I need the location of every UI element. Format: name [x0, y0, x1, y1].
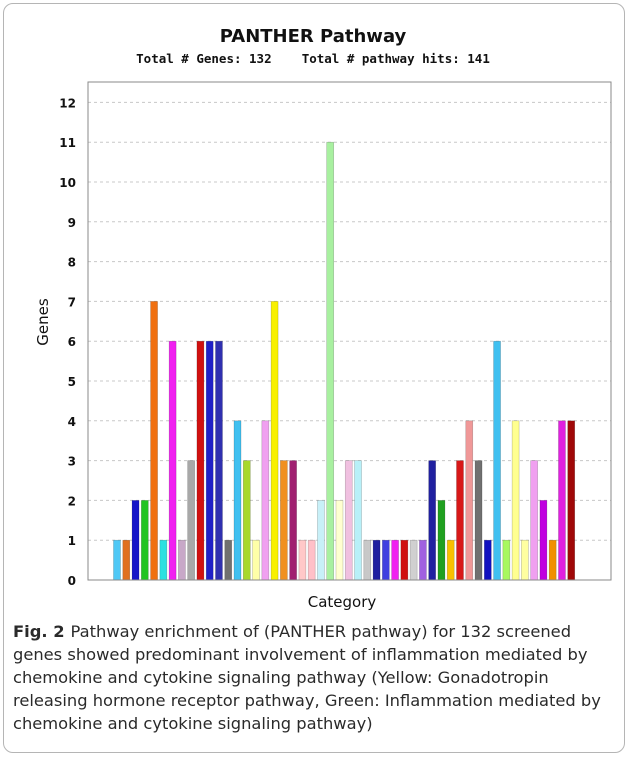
bar — [530, 460, 538, 581]
bar — [558, 420, 566, 581]
bar — [113, 539, 121, 581]
bar — [178, 539, 186, 581]
bar — [502, 539, 511, 581]
bar — [456, 460, 464, 581]
bar — [382, 539, 390, 581]
figure-frame — [3, 3, 625, 753]
bar — [298, 539, 307, 581]
bar — [270, 301, 279, 581]
bar — [150, 301, 158, 581]
bar — [539, 500, 548, 581]
bar — [372, 539, 381, 581]
bar — [483, 539, 492, 581]
bar — [521, 539, 529, 581]
x-axis-label: Category — [308, 593, 377, 611]
bar — [280, 460, 288, 581]
bar — [215, 340, 223, 581]
bar — [233, 420, 242, 581]
bar — [131, 500, 140, 581]
y-axis-label: Genes — [34, 298, 52, 346]
chart-subtitle: Total # Genes: 132 Total # pathway hits:… — [136, 51, 490, 66]
bar — [326, 141, 335, 581]
figure-caption: Fig. 2 Pathway enrichment of (PANTHER pat… — [13, 620, 618, 735]
bar — [205, 340, 214, 581]
y-tick-label: 1 — [68, 534, 76, 548]
bar — [493, 340, 501, 581]
bar — [168, 340, 177, 581]
bar — [419, 539, 427, 581]
caption-text: Pathway enrichment of (PANTHER pathway) … — [13, 622, 601, 733]
bar — [335, 500, 344, 581]
bar — [317, 500, 325, 581]
bar — [196, 340, 205, 581]
bar — [363, 539, 372, 581]
bars — [113, 141, 576, 581]
bar — [409, 539, 418, 581]
y-tick-label: 9 — [68, 216, 76, 230]
chart-title: PANTHER Pathway — [220, 26, 407, 47]
bar-chart: PANTHER Pathway Total # Genes: 132 Total… — [34, 26, 612, 611]
y-tick-label: 12 — [59, 96, 76, 110]
caption-label: Fig. 2 — [13, 622, 65, 641]
bar — [465, 420, 474, 581]
bar — [187, 460, 195, 581]
y-tick-label: 11 — [59, 136, 76, 150]
bar — [474, 460, 483, 581]
bar — [159, 539, 168, 581]
bar — [567, 420, 576, 581]
y-tick-label: 4 — [68, 415, 76, 429]
bar — [400, 539, 409, 581]
bar — [437, 500, 446, 581]
bar — [289, 460, 297, 581]
bar — [224, 539, 233, 581]
y-tick-label: 10 — [59, 176, 76, 190]
bar — [446, 539, 455, 581]
bar — [242, 460, 251, 581]
y-tick-label: 5 — [68, 375, 76, 389]
bar — [122, 539, 131, 581]
bar — [548, 539, 557, 581]
plot-area-border — [87, 81, 612, 581]
bar — [261, 420, 270, 581]
y-tick-label: 2 — [68, 494, 76, 508]
bar — [428, 460, 436, 581]
y-tick-label: 6 — [68, 335, 76, 349]
y-tick-label: 0 — [68, 574, 76, 588]
bar — [344, 460, 353, 581]
y-tick-label: 8 — [68, 256, 76, 270]
bar — [391, 539, 399, 581]
bar — [511, 420, 520, 581]
bar — [307, 539, 316, 581]
y-tick-label: 7 — [68, 295, 76, 309]
bar — [141, 500, 149, 581]
bar — [354, 460, 362, 581]
y-tick-label: 3 — [68, 455, 76, 469]
bar — [252, 539, 260, 581]
